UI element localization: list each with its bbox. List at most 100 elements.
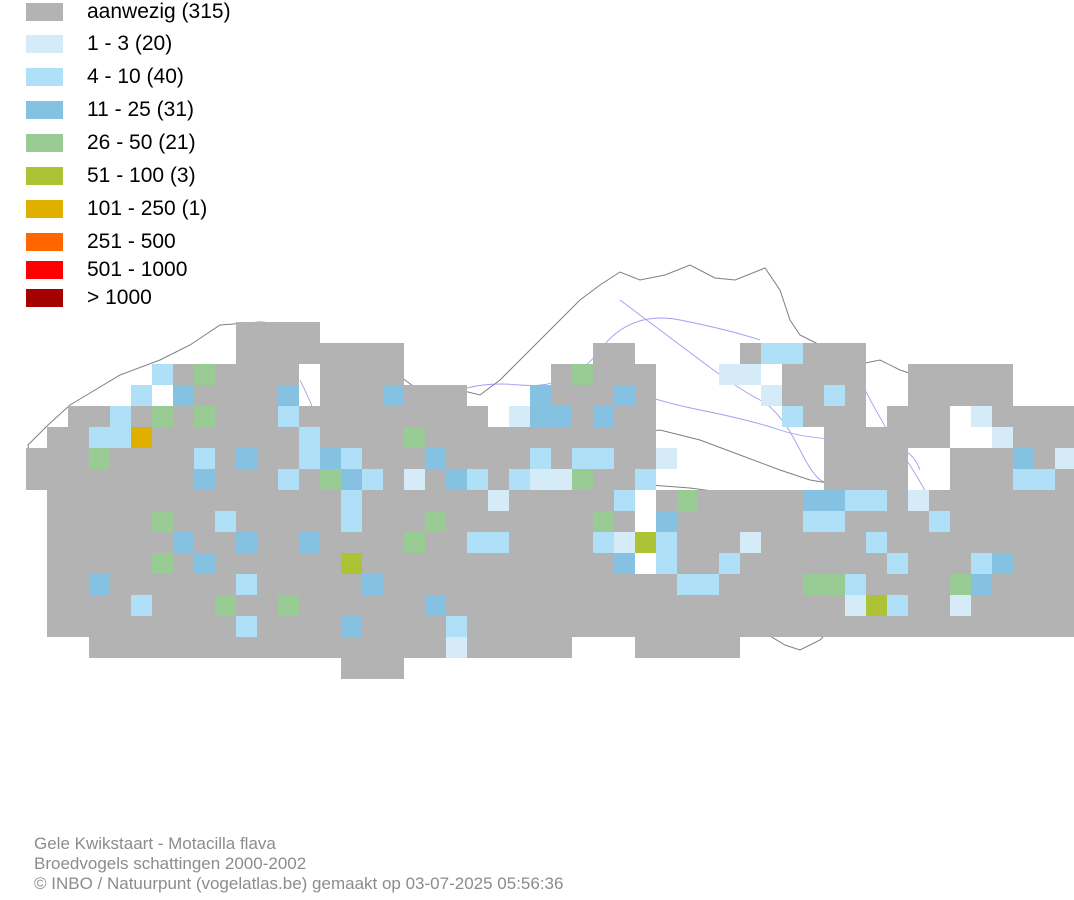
atlas-square xyxy=(572,574,593,595)
atlas-square xyxy=(530,511,551,532)
atlas-square xyxy=(929,364,950,385)
atlas-square xyxy=(614,595,635,616)
atlas-square xyxy=(152,574,173,595)
atlas-square xyxy=(824,616,845,637)
atlas-square xyxy=(278,637,299,658)
atlas-square xyxy=(425,448,446,469)
atlas-square xyxy=(26,469,47,490)
atlas-square xyxy=(845,511,866,532)
atlas-square xyxy=(446,385,467,406)
atlas-square xyxy=(299,343,320,364)
atlas-square xyxy=(593,490,614,511)
atlas-square xyxy=(362,364,383,385)
atlas-square xyxy=(845,343,866,364)
atlas-square xyxy=(824,427,845,448)
atlas-square xyxy=(761,595,782,616)
atlas-square xyxy=(341,574,362,595)
atlas-square xyxy=(194,595,215,616)
atlas-square xyxy=(929,406,950,427)
atlas-square xyxy=(488,637,509,658)
atlas-square xyxy=(404,616,425,637)
atlas-square xyxy=(362,553,383,574)
atlas-square xyxy=(593,595,614,616)
atlas-square xyxy=(971,532,992,553)
atlas-square xyxy=(425,637,446,658)
atlas-square xyxy=(299,406,320,427)
atlas-square xyxy=(110,406,131,427)
atlas-square xyxy=(929,427,950,448)
atlas-square xyxy=(68,427,89,448)
atlas-square xyxy=(950,490,971,511)
legend-label: 501 - 1000 xyxy=(87,258,188,281)
atlas-square xyxy=(194,385,215,406)
atlas-square xyxy=(593,574,614,595)
atlas-square xyxy=(488,469,509,490)
atlas-square xyxy=(845,385,866,406)
atlas-square xyxy=(152,490,173,511)
atlas-square xyxy=(341,637,362,658)
atlas-square xyxy=(824,364,845,385)
atlas-square xyxy=(278,343,299,364)
atlas-square xyxy=(236,469,257,490)
atlas-square xyxy=(257,364,278,385)
atlas-square xyxy=(908,490,929,511)
legend-swatch xyxy=(26,134,63,152)
atlas-square xyxy=(425,574,446,595)
atlas-square xyxy=(803,364,824,385)
atlas-square xyxy=(131,427,152,448)
atlas-square xyxy=(257,385,278,406)
atlas-square xyxy=(110,490,131,511)
atlas-square xyxy=(572,469,593,490)
atlas-square xyxy=(971,448,992,469)
atlas-square xyxy=(677,637,698,658)
atlas-square xyxy=(383,616,404,637)
atlas-square xyxy=(1055,553,1074,574)
atlas-square xyxy=(278,448,299,469)
atlas-square xyxy=(929,574,950,595)
atlas-square xyxy=(68,469,89,490)
atlas-square xyxy=(341,511,362,532)
atlas-square xyxy=(215,364,236,385)
atlas-square xyxy=(68,595,89,616)
atlas-square xyxy=(740,595,761,616)
atlas-square xyxy=(1055,616,1074,637)
atlas-square xyxy=(467,448,488,469)
atlas-square xyxy=(1013,511,1034,532)
atlas-square xyxy=(1013,616,1034,637)
atlas-square xyxy=(173,469,194,490)
atlas-square xyxy=(887,616,908,637)
atlas-square xyxy=(152,448,173,469)
atlas-square xyxy=(131,511,152,532)
atlas-square xyxy=(1055,490,1074,511)
atlas-square xyxy=(761,616,782,637)
atlas-square xyxy=(320,595,341,616)
atlas-square xyxy=(467,637,488,658)
atlas-square xyxy=(509,511,530,532)
atlas-square xyxy=(635,448,656,469)
atlas-square xyxy=(593,448,614,469)
atlas-square xyxy=(257,637,278,658)
atlas-square xyxy=(152,532,173,553)
atlas-square xyxy=(1034,427,1055,448)
atlas-square xyxy=(887,469,908,490)
atlas-square xyxy=(173,448,194,469)
atlas-square xyxy=(572,406,593,427)
atlas-square xyxy=(446,574,467,595)
atlas-square xyxy=(362,658,383,679)
atlas-square xyxy=(404,532,425,553)
atlas-square xyxy=(467,511,488,532)
atlas-square xyxy=(383,406,404,427)
atlas-square xyxy=(635,469,656,490)
atlas-square xyxy=(404,385,425,406)
atlas-square xyxy=(593,616,614,637)
atlas-square xyxy=(446,511,467,532)
atlas-square xyxy=(89,448,110,469)
atlas-square xyxy=(971,616,992,637)
copyright-line: © INBO / Natuurpunt (vogelatlas.be) gema… xyxy=(34,874,564,893)
atlas-square xyxy=(194,511,215,532)
atlas-square xyxy=(257,448,278,469)
atlas-square xyxy=(887,553,908,574)
atlas-square xyxy=(551,616,572,637)
atlas-square xyxy=(341,406,362,427)
atlas-square xyxy=(614,574,635,595)
